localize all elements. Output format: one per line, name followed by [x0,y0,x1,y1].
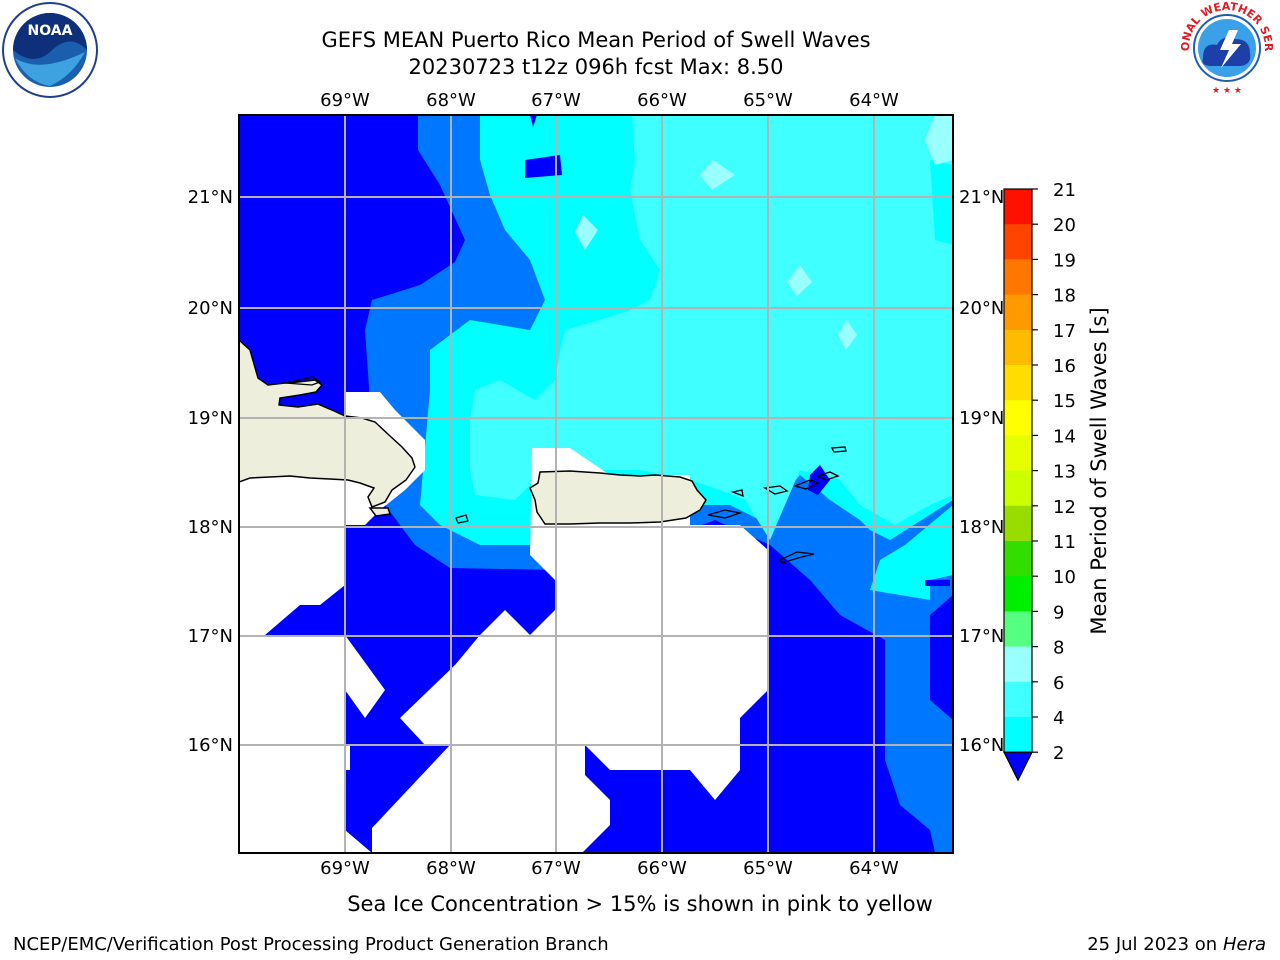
colorbar-segment [1004,681,1032,718]
colorbar-segment [1004,435,1032,472]
lon-label: 65°W [743,90,793,111]
lat-label: 18°N [188,517,233,538]
lon-label: 64°W [849,858,899,879]
lon-label: 65°W [743,858,793,879]
colorbar-tick-label: 8 [1053,638,1064,659]
colorbar-tick-label: 15 [1053,391,1076,412]
colorbar-tick-label: 13 [1053,462,1076,483]
footer-host: Hera [1222,934,1266,955]
swell-period-9-plus [575,115,953,350]
colorbar-tick-label: 18 [1053,286,1076,307]
colorbar-label: Mean Period of Swell Waves [s] [1087,307,1111,634]
footer-date-text: 25 Jul 2023 on [1087,934,1223,955]
swell-period-small-pockets [258,115,950,586]
lat-labels-left: 21°N 20°N 19°N 18°N 17°N 16°N [188,187,233,756]
colorbar-tick-label: 21 [1053,180,1076,201]
colorbar-tick-label: 17 [1053,321,1076,342]
lon-labels-bottom: 69°W 68°W 67°W 66°W 65°W 64°W [320,858,899,879]
colorbar-segment [1004,611,1032,648]
hispaniola-land [239,338,416,508]
colorbar-tick-label: 9 [1053,602,1064,623]
lat-labels-right: 21°N 20°N 19°N 18°N 17°N 16°N [959,187,1004,756]
chart-title: GEFS MEAN Puerto Rico Mean Period of Swe… [321,28,871,52]
map-fill [239,115,953,853]
colorbar-segment [1004,259,1032,296]
colorbar-segment [1004,505,1032,542]
lon-label: 67°W [531,858,581,879]
colorbar-segment [1004,541,1032,577]
lon-label: 64°W [849,90,899,111]
lon-label: 67°W [531,90,581,111]
colorbar-tick-label: 6 [1053,673,1064,694]
colorbar-segment [1004,329,1032,366]
noaa-logo-text: NOAA [28,23,73,39]
lat-label: 18°N [959,517,1004,538]
nws-logo: NATIONAL WEATHER SERVICE ★ ★ ★ [0,0,1275,96]
colorbar-segment [1004,189,1032,225]
colorbar-tick-label: 10 [1053,567,1076,588]
lat-label: 16°N [188,735,233,756]
colorbar-tick-label: 16 [1053,356,1076,377]
colorbar-tick-label: 4 [1053,708,1064,729]
noaa-logo: NOAA [2,2,98,98]
colorbar: 2 4 6 8 9 10 11 12 13 14 15 16 17 18 19 20 21 [1003,180,1076,782]
nws-logo-ring-text: NATIONAL WEATHER SERVICE [0,0,1275,52]
lon-label: 69°W [320,858,370,879]
map-gridlines [239,115,953,853]
lon-label: 66°W [637,858,687,879]
svg-text:★ ★ ★: ★ ★ ★ [1212,86,1242,96]
colorbar-segment [1004,576,1032,612]
colorbar-tick-label: 19 [1053,250,1076,271]
colorbar-segment [1004,717,1032,753]
map-frame [238,114,954,854]
lon-label: 68°W [426,858,476,879]
lat-label: 19°N [188,408,233,429]
colorbar-tick-label: 2 [1053,743,1064,764]
lon-label: 68°W [426,90,476,111]
lon-label: 69°W [320,90,370,111]
colorbar-segment [1004,294,1032,331]
small-islands [284,376,847,564]
lat-label: 17°N [188,626,233,647]
chart-subtitle-forecast: 20230723 t12z 096h fcst Max: 8.50 [408,55,784,79]
masked-no-data [239,392,768,853]
colorbar-tick-label: 20 [1053,215,1076,236]
colorbar-tick-label: 14 [1053,426,1076,447]
colorbar-tick-label: 12 [1053,497,1076,518]
swell-period-8-9 [470,115,953,540]
lat-label: 20°N [188,298,233,319]
lon-labels-top: 69°W 68°W 67°W 66°W 65°W 64°W [320,90,899,111]
lat-label: 21°N [959,187,1004,208]
lon-label: 66°W [637,90,687,111]
colorbar-tick-label: 11 [1053,532,1076,553]
colorbar-segment [1004,365,1032,401]
colorbar-segment [1004,470,1032,507]
footer-credit: NCEP/EMC/Verification Post Processing Pr… [13,934,609,955]
lat-label: 20°N [959,298,1004,319]
colorbar-extend-min [1003,751,1033,782]
lat-label: 19°N [959,408,1004,429]
colorbar-segment [1004,400,1032,436]
lat-label: 21°N [188,187,233,208]
lat-label: 16°N [959,735,1004,756]
colorbar-segment [1004,224,1032,260]
lat-label: 17°N [959,626,1004,647]
footer-date: 25 Jul 2023 on Hera [1087,934,1266,955]
colorbar-segment [1004,646,1032,683]
sea-ice-note: Sea Ice Concentration > 15% is shown in … [347,892,933,916]
